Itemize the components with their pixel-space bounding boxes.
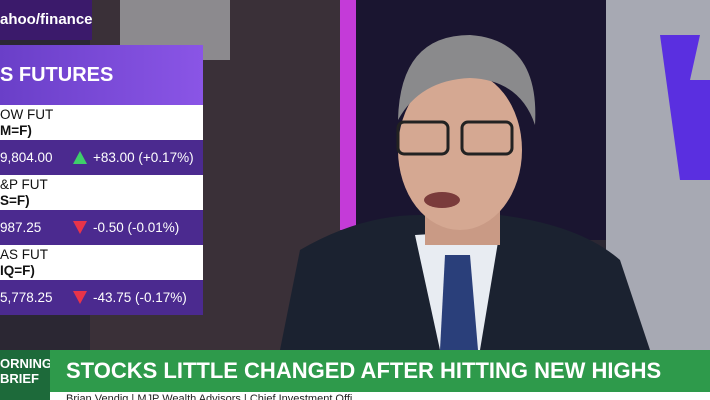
show-name: ORNING	[0, 356, 52, 371]
quote-name: AS FUT	[0, 247, 49, 262]
quote-name-row: &P FUT S=F)	[0, 175, 203, 210]
direction-arrow	[73, 151, 87, 164]
quote-name-row: AS FUT IQ=F)	[0, 245, 203, 280]
direction-arrow	[73, 291, 87, 304]
quote-change: -0.50 (-0.01%)	[93, 220, 180, 235]
quote-change: +83.00 (+0.17%)	[93, 150, 194, 165]
quote-symbol: S=F)	[0, 193, 30, 208]
quote-name: &P FUT	[0, 177, 48, 192]
quote-value-row: 5,778.25 -43.75 (-0.17%)	[0, 280, 203, 315]
quote-price: 5,778.25	[0, 290, 53, 305]
show-badge: ORNING BRIEF	[0, 350, 52, 400]
logo: ahoo/finance	[0, 0, 93, 40]
panel-title: S FUTURES	[0, 45, 203, 105]
quote-symbol: M=F)	[0, 123, 32, 138]
direction-arrow	[73, 221, 87, 234]
quote-name-row: OW FUT M=F)	[0, 105, 203, 140]
lower-third: Brian Vendig | MJP Wealth Advisors | Chi…	[50, 392, 710, 400]
quote-name: OW FUT	[0, 107, 54, 122]
quote-price: 9,804.00	[0, 150, 53, 165]
quote-change: -43.75 (-0.17%)	[93, 290, 187, 305]
quote-price: 987.25	[0, 220, 42, 235]
show-name: BRIEF	[0, 371, 39, 386]
quote-symbol: IQ=F)	[0, 263, 35, 278]
quote-value-row: 987.25 -0.50 (-0.01%)	[0, 210, 203, 245]
quote-value-row: 9,804.00 +83.00 (+0.17%)	[0, 140, 203, 175]
futures-panel: S FUTURES OW FUT M=F) 9,804.00 +83.00 (+0.1…	[0, 45, 203, 315]
headline: STOCKS LITTLE CHANGED AFTER HITTING NEW …	[50, 350, 710, 392]
